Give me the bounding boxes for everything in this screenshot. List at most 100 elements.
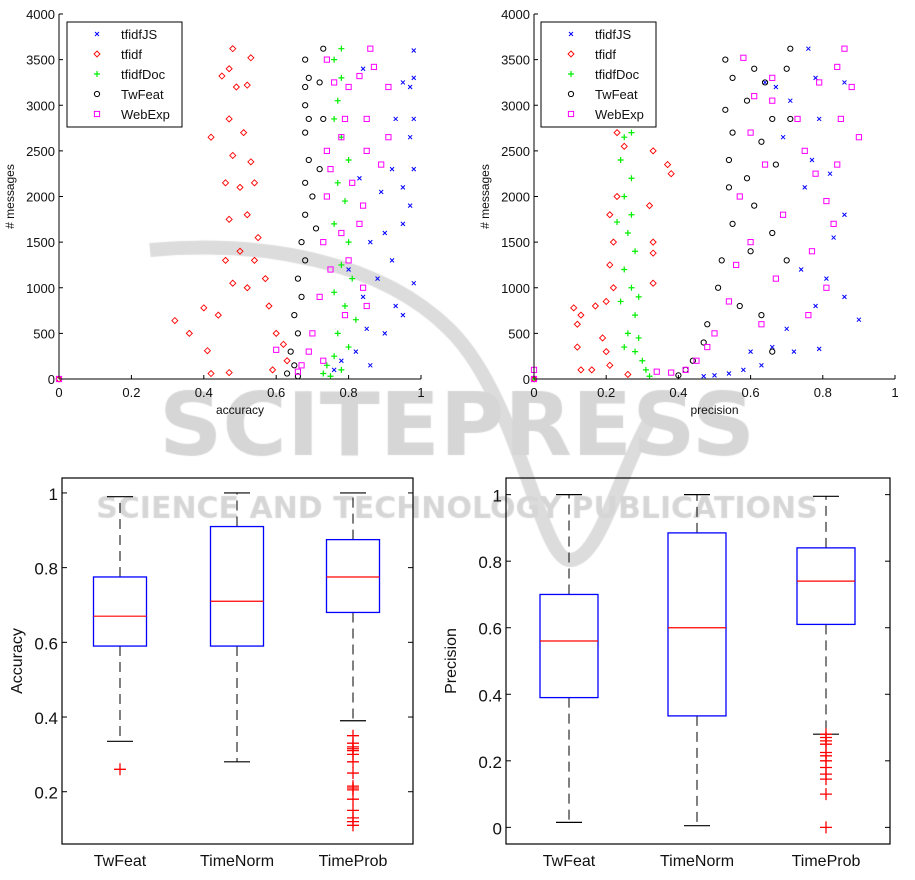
point-plus-marker bbox=[331, 56, 338, 63]
point-diamond-marker bbox=[649, 238, 657, 246]
point-square-marker bbox=[345, 257, 352, 264]
point-diamond-marker bbox=[573, 320, 581, 328]
point-plus-marker bbox=[614, 219, 621, 226]
point-circle-marker bbox=[287, 348, 294, 355]
point-diamond-marker bbox=[214, 311, 222, 319]
x-tick-label: 0.2 bbox=[597, 385, 615, 400]
point-square-marker bbox=[801, 147, 808, 154]
y-tick-label: 1 bbox=[49, 485, 58, 504]
point-circle-marker bbox=[722, 56, 729, 63]
point-square-marker bbox=[331, 79, 338, 86]
point-plus-marker bbox=[341, 198, 348, 205]
point-circle-marker bbox=[283, 370, 291, 377]
y-tick-label: 2500 bbox=[501, 144, 530, 159]
point-x-marker bbox=[400, 221, 406, 227]
x-tick-label: 0.8 bbox=[340, 385, 358, 400]
x-tick-label: 0 bbox=[55, 385, 62, 400]
point-square-marker bbox=[273, 346, 280, 353]
point-diamond-marker bbox=[609, 238, 618, 246]
point-plus-marker bbox=[331, 289, 338, 296]
point-circle-marker bbox=[294, 330, 302, 337]
point-plus-marker bbox=[327, 373, 334, 380]
y-tick-label: 3000 bbox=[26, 98, 55, 113]
x-tick-label: TimeProb bbox=[319, 853, 388, 870]
point-square-marker bbox=[761, 161, 769, 168]
series-WebExp bbox=[530, 45, 862, 383]
point-circle-marker bbox=[302, 83, 309, 91]
point-plus-marker bbox=[345, 344, 352, 351]
point-diamond-marker bbox=[229, 279, 237, 287]
point-square-marker bbox=[772, 275, 779, 282]
series-TwFeat bbox=[675, 45, 794, 379]
point-x-marker bbox=[411, 75, 417, 81]
point-circle-marker bbox=[302, 211, 309, 218]
legend-box bbox=[66, 21, 183, 128]
point-x-marker bbox=[353, 349, 359, 354]
point-diamond-marker bbox=[225, 215, 233, 223]
plot-frame bbox=[505, 477, 891, 845]
point-square-marker bbox=[356, 72, 363, 80]
legend-label-tfidfJS: tfidfJS bbox=[595, 27, 631, 42]
point-diamond-marker bbox=[250, 179, 259, 187]
point-circle-marker bbox=[729, 220, 736, 227]
point-x-marker bbox=[798, 267, 804, 272]
point-diamond-marker bbox=[577, 366, 585, 374]
point-plus-marker bbox=[345, 239, 352, 246]
outlier-marker bbox=[347, 755, 359, 768]
point-plus-marker bbox=[628, 211, 635, 218]
x-tick-label: 1 bbox=[891, 385, 898, 400]
y-axis-label: # messages bbox=[3, 164, 17, 229]
point-diamond-marker bbox=[239, 128, 248, 137]
point-circle-marker bbox=[689, 357, 696, 364]
point-diamond-marker bbox=[200, 304, 208, 312]
point-x-marker bbox=[400, 185, 406, 190]
point-x-marker bbox=[726, 371, 732, 376]
point-x-marker bbox=[842, 80, 847, 85]
point-plus-marker bbox=[621, 134, 628, 141]
point-circle-marker bbox=[747, 248, 754, 255]
point-x-marker bbox=[382, 331, 388, 336]
point-circle-marker bbox=[758, 312, 765, 319]
point-circle-marker bbox=[751, 202, 758, 209]
point-diamond-marker bbox=[203, 347, 212, 355]
point-x-marker bbox=[339, 358, 344, 364]
point-x-marker bbox=[411, 166, 417, 172]
point-square-marker bbox=[834, 161, 841, 168]
point-circle-marker bbox=[93, 90, 101, 98]
point-diamond-marker bbox=[247, 158, 255, 166]
point-square-marker bbox=[740, 54, 747, 61]
point-circle-marker bbox=[302, 56, 309, 63]
x-tick-label: 1 bbox=[417, 385, 424, 400]
point-square-marker bbox=[736, 193, 743, 200]
point-circle-marker bbox=[294, 275, 302, 282]
point-circle-marker bbox=[722, 106, 729, 113]
point-circle-marker bbox=[761, 79, 769, 86]
point-plus-marker bbox=[624, 230, 631, 236]
box-TwFeat bbox=[539, 494, 599, 823]
legend-label-WebExp: WebExp bbox=[121, 107, 170, 122]
point-circle-marker bbox=[725, 184, 733, 191]
point-diamond-marker bbox=[602, 347, 610, 356]
series-tfidfDoc bbox=[531, 129, 653, 382]
point-x-marker bbox=[94, 31, 100, 37]
point-square-marker bbox=[320, 357, 327, 364]
point-circle-marker bbox=[316, 79, 323, 86]
series-tfidf bbox=[55, 45, 291, 383]
point-diamond-marker bbox=[598, 334, 607, 342]
y-tick-label: 0.2 bbox=[478, 753, 502, 772]
point-x-marker bbox=[331, 367, 337, 373]
point-plus-marker bbox=[628, 284, 635, 291]
y-tick-label: 4000 bbox=[501, 7, 530, 22]
point-plus-marker bbox=[334, 97, 341, 104]
y-tick-label: 2500 bbox=[26, 144, 55, 159]
point-circle-marker bbox=[302, 179, 309, 186]
point-plus-marker bbox=[642, 366, 649, 373]
point-x-marker bbox=[378, 189, 384, 195]
point-circle-marker bbox=[291, 312, 298, 319]
iqr-box bbox=[667, 532, 727, 717]
point-x-marker bbox=[816, 346, 822, 352]
point-diamond-marker bbox=[272, 329, 280, 338]
series-TwFeat bbox=[283, 45, 327, 380]
point-x-marker bbox=[568, 31, 574, 37]
point-plus-marker bbox=[621, 266, 628, 273]
